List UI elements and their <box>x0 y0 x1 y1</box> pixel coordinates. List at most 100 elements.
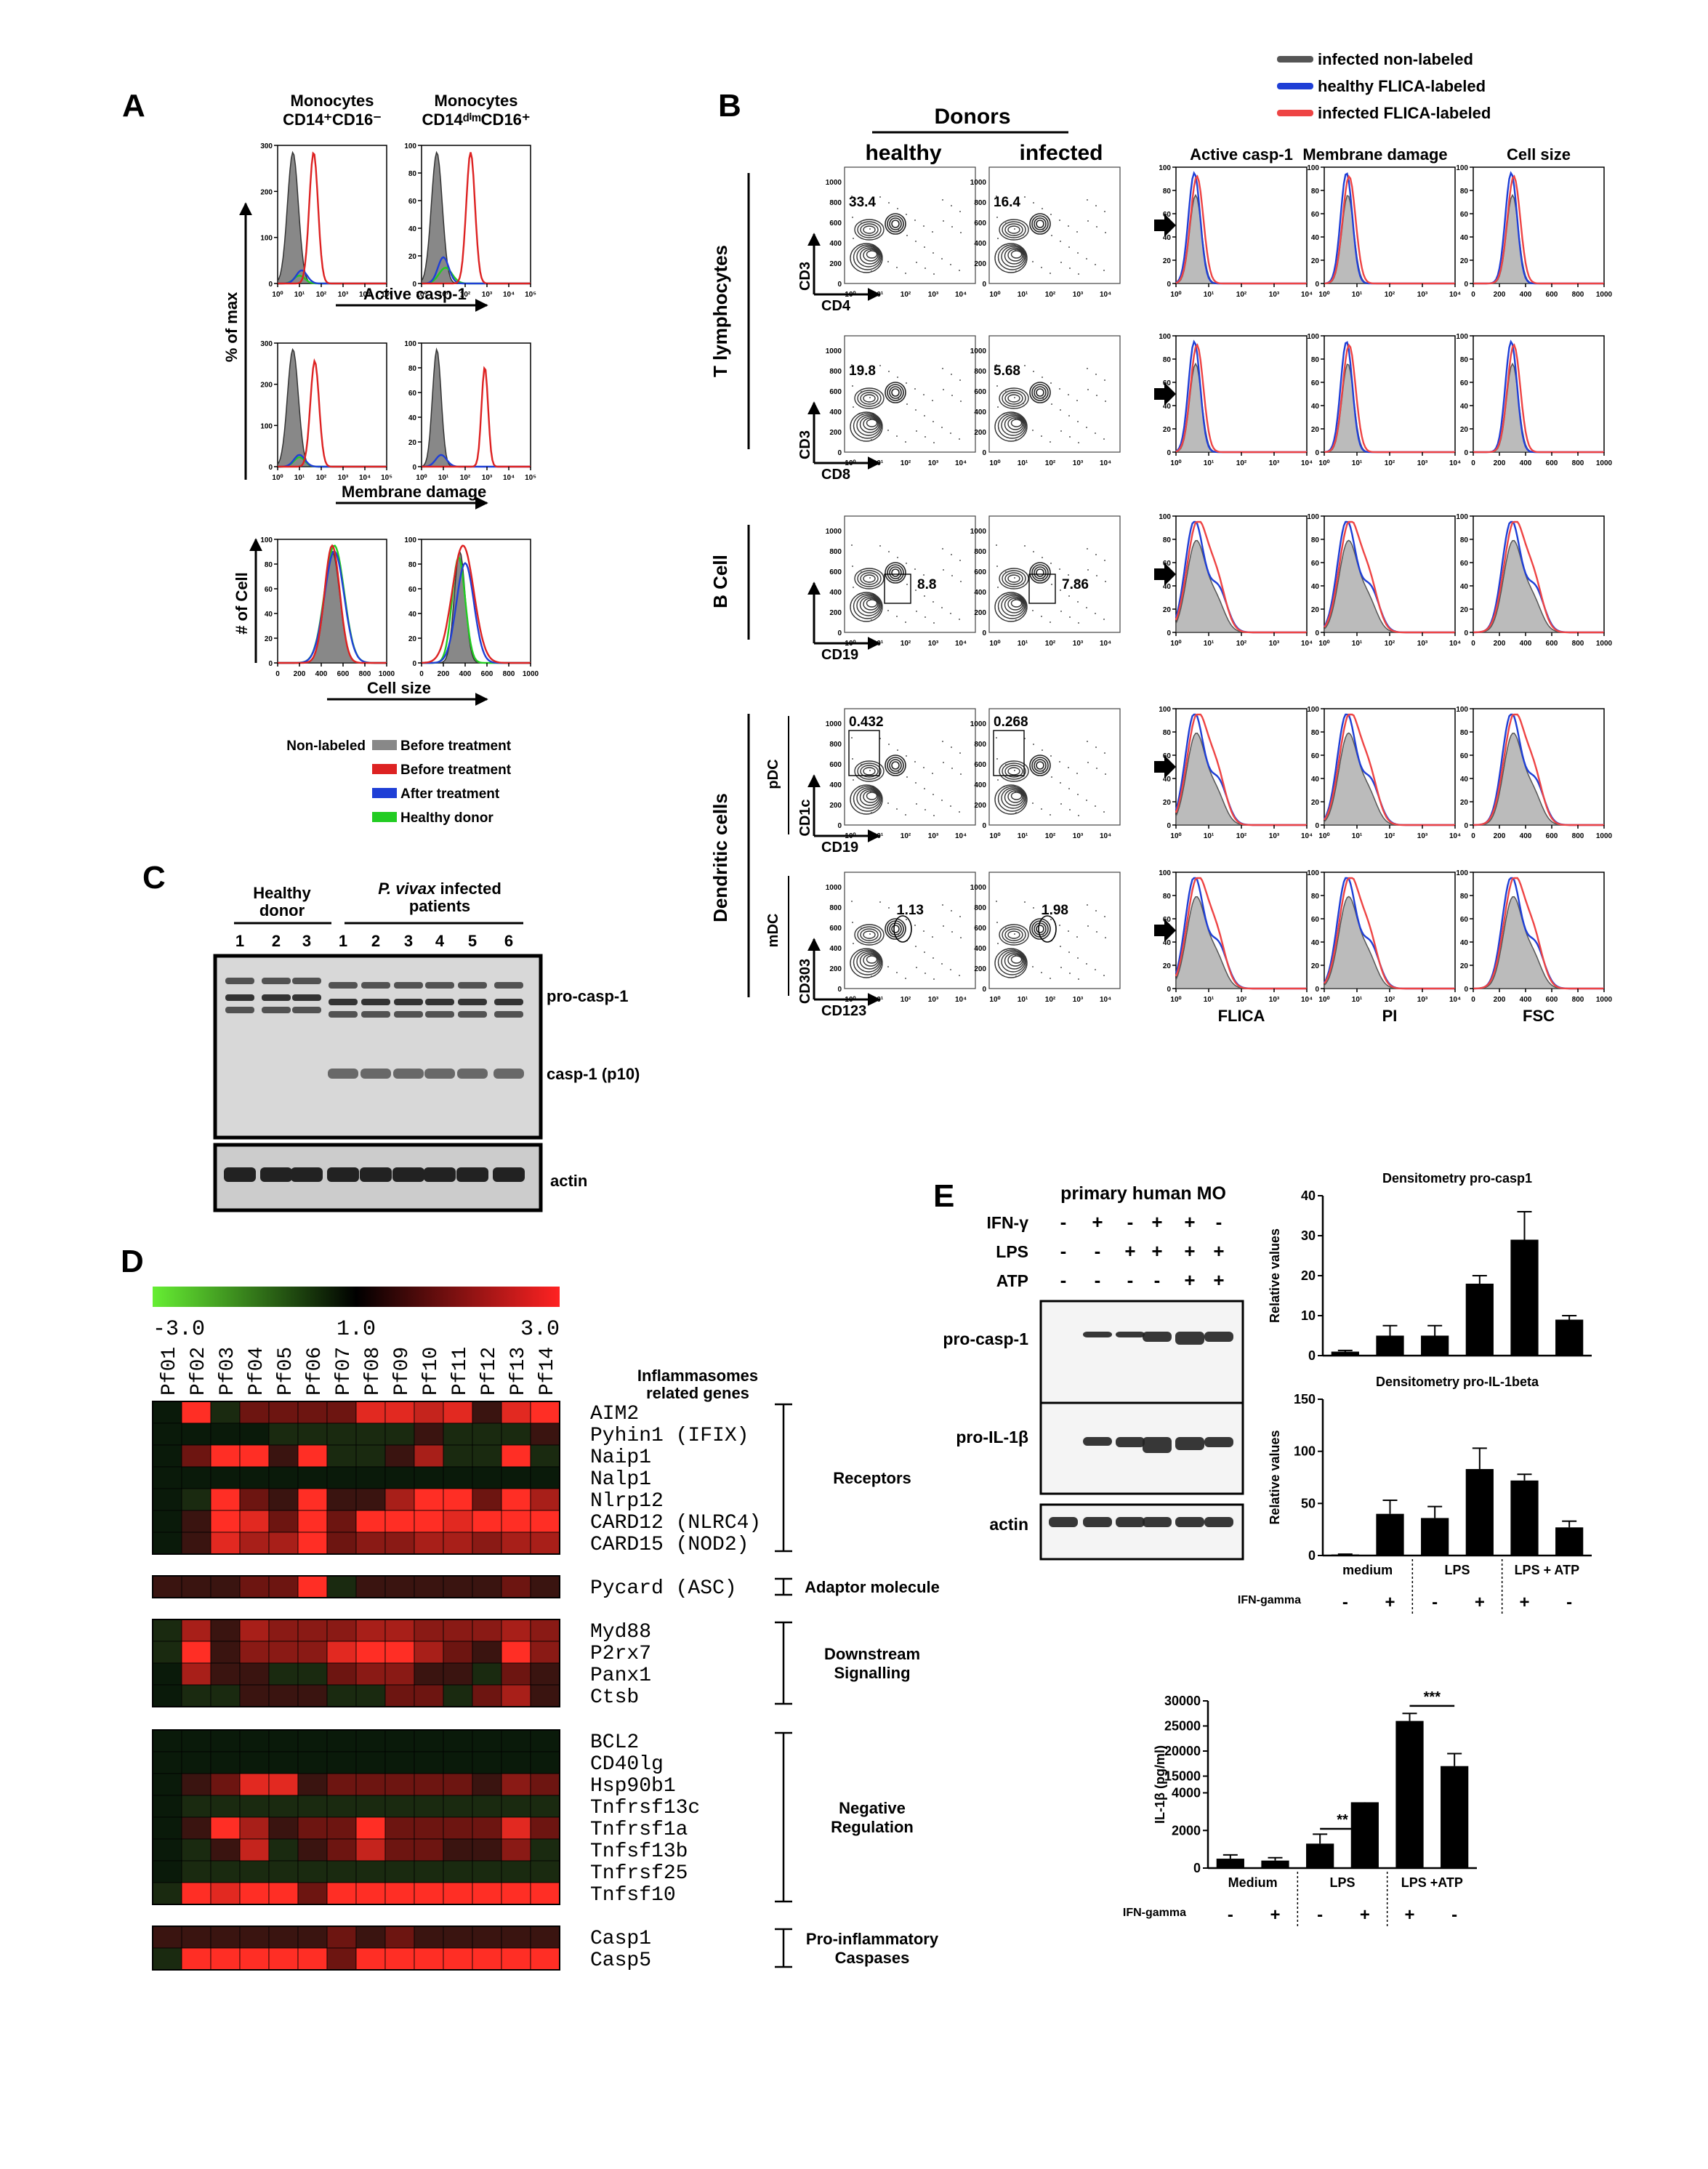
panel-d-heatmap-cell <box>152 1860 182 1883</box>
panel-d-heatmap-cell <box>384 1575 415 1598</box>
panel-b-dotplot-healthy-1-contour <box>863 394 876 403</box>
panel-a-hist-r3c1-xtick-label: 0 <box>275 670 280 678</box>
panel-d-heatmap-cell <box>414 1773 444 1796</box>
panel-b-dotplot-infected-4-dot <box>1032 966 1034 967</box>
panel-e-chart-casp1-bar <box>1555 1319 1584 1356</box>
panel-b-dotplot-healthy-0-dot <box>932 231 933 233</box>
panel-e-treat-sign: + <box>1184 1269 1195 1291</box>
panel-b-dotplot-infected-3-dot <box>1087 762 1089 763</box>
panel-b-dotplot-healthy-4-dot <box>916 967 917 968</box>
panel-b-dotplot-healthy-1-contour <box>857 390 882 407</box>
panel-label-a: A <box>122 88 145 124</box>
panel-b-legend-swatch <box>1277 110 1313 116</box>
panel-b-dotplot-healthy-2-dot <box>852 566 853 567</box>
panel-d-heatmap-cell <box>239 1684 270 1707</box>
panel-b-hist-r3c2-ytick-label: 100 <box>1456 706 1468 714</box>
panel-b-dotplot-infected-3-dot <box>1042 770 1044 772</box>
panel-d-heatmap-cell <box>501 1729 531 1752</box>
panel-b-hist-r3c0-ytick-label: 100 <box>1159 706 1171 714</box>
panel-b-dotplot-infected-0-xtick: 10⁰ <box>989 291 1000 299</box>
panel-b-hist-r2c2-ytick-label: 20 <box>1460 606 1469 614</box>
panel-d-heatmap-cell <box>268 1532 299 1555</box>
panel-b-dotplot-infected-1-dot <box>1060 409 1061 411</box>
panel-e-treat-sign: - <box>1095 1240 1101 1262</box>
panel-b-dotplot-infected-0-contour <box>1007 225 1020 234</box>
panel-b-hist-r2c1-line-2 <box>1324 520 1455 634</box>
panel-b-dotplot-healthy-2-ytick: 0 <box>837 629 842 637</box>
panel-e-chart-il1b-ytick-label: 100 <box>1294 1444 1316 1459</box>
panel-a-hist-r3c2-xtick-label: 600 <box>481 670 494 678</box>
panel-b-dotplot-infected-0-ytick: 600 <box>974 220 986 228</box>
panel-b-dotplot-infected-4-dot <box>1105 937 1106 938</box>
panel-b-hist-r1c0-xtick-label: 10⁴ <box>1301 459 1313 467</box>
panel-b-hist-r2c0-xtick-label: 10⁰ <box>1170 640 1181 648</box>
panel-b-dotplot-infected-4-dot <box>996 922 998 923</box>
panel-b-group-label-b: B Cell <box>709 555 731 608</box>
panel-b-dotplot-infected-2-contour <box>1031 564 1049 582</box>
panel-label-d: D <box>121 1244 144 1279</box>
panel-d-heatmap-cell <box>501 1422 531 1446</box>
panel-b-dotplot-healthy-4-dot <box>915 946 917 947</box>
panel-b-hist-r2c2-ytick-label: 100 <box>1456 513 1468 521</box>
panel-d-heatmap-cell <box>152 1773 182 1796</box>
panel-b-dotplot-infected-2-dot <box>1050 621 1051 623</box>
panel-b-dotplot-healthy-1-dot <box>853 427 855 429</box>
panel-b-dotplot-infected-1-xtick: 10⁰ <box>989 459 1000 467</box>
panel-b-hist-r1c2-xtick-label: 0 <box>1471 459 1475 467</box>
panel-b-legend-label: healthy FLICA-labeled <box>1318 77 1486 95</box>
panel-e-treat-sign: + <box>1213 1269 1224 1291</box>
panel-b-dotplot-healthy-4-dot <box>906 919 907 920</box>
panel-d-gene-label: Pyhin1 (IFIX) <box>590 1425 749 1447</box>
panel-d-heatmap-cell <box>355 1882 386 1905</box>
panel-b-dotplot-healthy-3-dot <box>853 800 855 802</box>
panel-b-hist-r0c0-ytick-label: 100 <box>1159 164 1171 172</box>
panel-b-dotplot-infected-0-dot <box>1015 270 1017 272</box>
panel-b-hist-r2c1-ytick-label: 60 <box>1311 560 1320 568</box>
panel-a-hist-r1c1-xtick-label: 10³ <box>338 291 349 299</box>
panel-d-heatmap-cell <box>326 1751 357 1774</box>
panel-d-heatmap-cell <box>414 1641 444 1664</box>
panel-d-sample-label: Pf09 <box>391 1347 414 1396</box>
panel-d-heatmap-cell <box>326 1641 357 1664</box>
panel-a-legend-label: Before treatment <box>400 762 512 778</box>
panel-b-dotplot-healthy-4-dot <box>888 907 890 909</box>
panel-a-hist-r2c2-xtick-label: 10¹ <box>438 474 449 482</box>
panel-e-treat-sign: - <box>1127 1269 1134 1291</box>
panel-b-dotplot-infected-1-dot <box>1105 401 1106 402</box>
panel-b-dotplot-infected-0-ytick: 0 <box>982 281 986 289</box>
panel-b-donors-title: Donors <box>935 105 1011 129</box>
panel-a-hist-r1c2-ytick-label: 40 <box>408 225 417 233</box>
panel-b-subgroup-mdc: mDC <box>765 914 781 948</box>
panel-e-chart-il1b-factor-sign: + <box>1385 1593 1395 1612</box>
panel-b-dotplot-infected-3-dot <box>1105 773 1106 775</box>
panel-e-chart-il1b-ytick-label: 150 <box>1294 1392 1316 1407</box>
panel-b-hist-r2c0-xtick-label: 10⁴ <box>1301 640 1313 648</box>
panel-d-heatmap-cell <box>297 1751 328 1774</box>
panel-e-treat-name: ATP <box>996 1271 1028 1290</box>
panel-a-hist-r3c1-xtick-label: 800 <box>359 670 371 678</box>
panel-b-dotplot-healthy-2-dot <box>879 604 880 605</box>
panel-b-dotplot-healthy-0-dot <box>941 258 943 259</box>
panel-a-hist-r2c2-ytick-label: 40 <box>408 414 417 422</box>
panel-e-chart-casp1-ytick-label: 20 <box>1301 1268 1316 1283</box>
panel-b-legend-swatch <box>1277 56 1313 63</box>
panel-b-dotplot-healthy-3-dot <box>933 815 935 816</box>
panel-d-heatmap-cell <box>414 1947 444 1971</box>
panel-b-dotplot-infected-2-dot <box>1076 580 1078 582</box>
panel-d-heatmap-cell <box>152 1401 182 1424</box>
panel-b-dotplot-infected-0-dot <box>1006 244 1007 245</box>
panel-e-band <box>1175 1517 1204 1527</box>
panel-b-dotplot-healthy-2-dot <box>861 571 862 573</box>
panel-d-gene-label: Casp1 <box>590 1928 651 1950</box>
panel-b-dotplot-infected-3-ytick: 0 <box>982 822 986 830</box>
panel-d-sample-label: Pf08 <box>362 1347 384 1396</box>
panel-b-dotplot-infected-3-xtick: 10² <box>1045 832 1056 840</box>
panel-a-hist-r3c2-xtick-label: 200 <box>438 670 450 678</box>
panel-b-bottom-label: FSC <box>1523 1007 1555 1025</box>
panel-d-heatmap-cell <box>326 1795 357 1818</box>
panel-a-hist-r3c2-ytick-label: 60 <box>408 586 417 594</box>
panel-b-dotplot-infected-2-xtick: 10¹ <box>1018 640 1028 648</box>
panel-b-dotplot-infected-2-xtick: 10⁰ <box>989 640 1000 648</box>
panel-b-dotplot-healthy-2-dot <box>959 560 961 561</box>
panel-b-dotplot-infected-0-ytick: 800 <box>974 199 986 207</box>
